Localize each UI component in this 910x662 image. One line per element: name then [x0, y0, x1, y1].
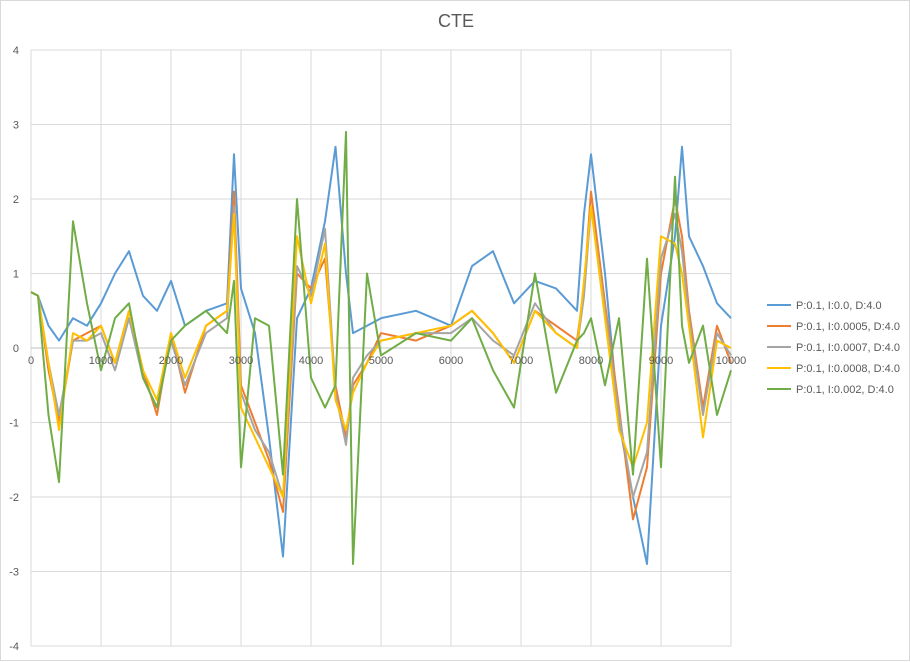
- y-tick-label: -2: [9, 492, 19, 504]
- chart-title: CTE: [438, 11, 474, 31]
- series-line-5: [30, 130, 732, 565]
- y-tick-label: -1: [9, 418, 19, 430]
- x-tick-label: 0: [28, 355, 34, 367]
- x-tick-label: 6000: [439, 355, 463, 367]
- x-tick-label: 9000: [649, 355, 673, 367]
- x-tick-label: 8000: [579, 355, 603, 367]
- y-tick-label: 0: [13, 343, 19, 355]
- x-tick-label: 5000: [369, 355, 393, 367]
- y-tick-label: -3: [9, 567, 19, 579]
- y-tick-label: 1: [13, 269, 19, 281]
- y-tick-label: -4: [9, 641, 19, 653]
- legend-label-1: P:0.1, I:0.0, D:4.0: [796, 300, 882, 312]
- legend-label-4: P:0.1, I:0.0008, D:4.0: [796, 363, 900, 375]
- y-tick-label: 3: [13, 120, 19, 132]
- legend-label-3: P:0.1, I:0.0007, D:4.0: [796, 342, 900, 354]
- x-tick-label: 1000: [89, 355, 113, 367]
- y-tick-label: 4: [13, 45, 19, 57]
- x-tick-label: 7000: [509, 355, 533, 367]
- series-line-3: [30, 205, 732, 498]
- legend-label-2: P:0.1, I:0.0005, D:4.0: [796, 321, 900, 333]
- x-tick-label: 4000: [299, 355, 323, 367]
- x-tick-label: 3000: [229, 355, 253, 367]
- legend-label-5: P:0.1, I:0.002, D:4.0: [796, 384, 894, 396]
- x-tick-label: 2000: [159, 355, 183, 367]
- x-tick-label: 10000: [716, 355, 747, 367]
- y-tick-label: 2: [13, 194, 19, 206]
